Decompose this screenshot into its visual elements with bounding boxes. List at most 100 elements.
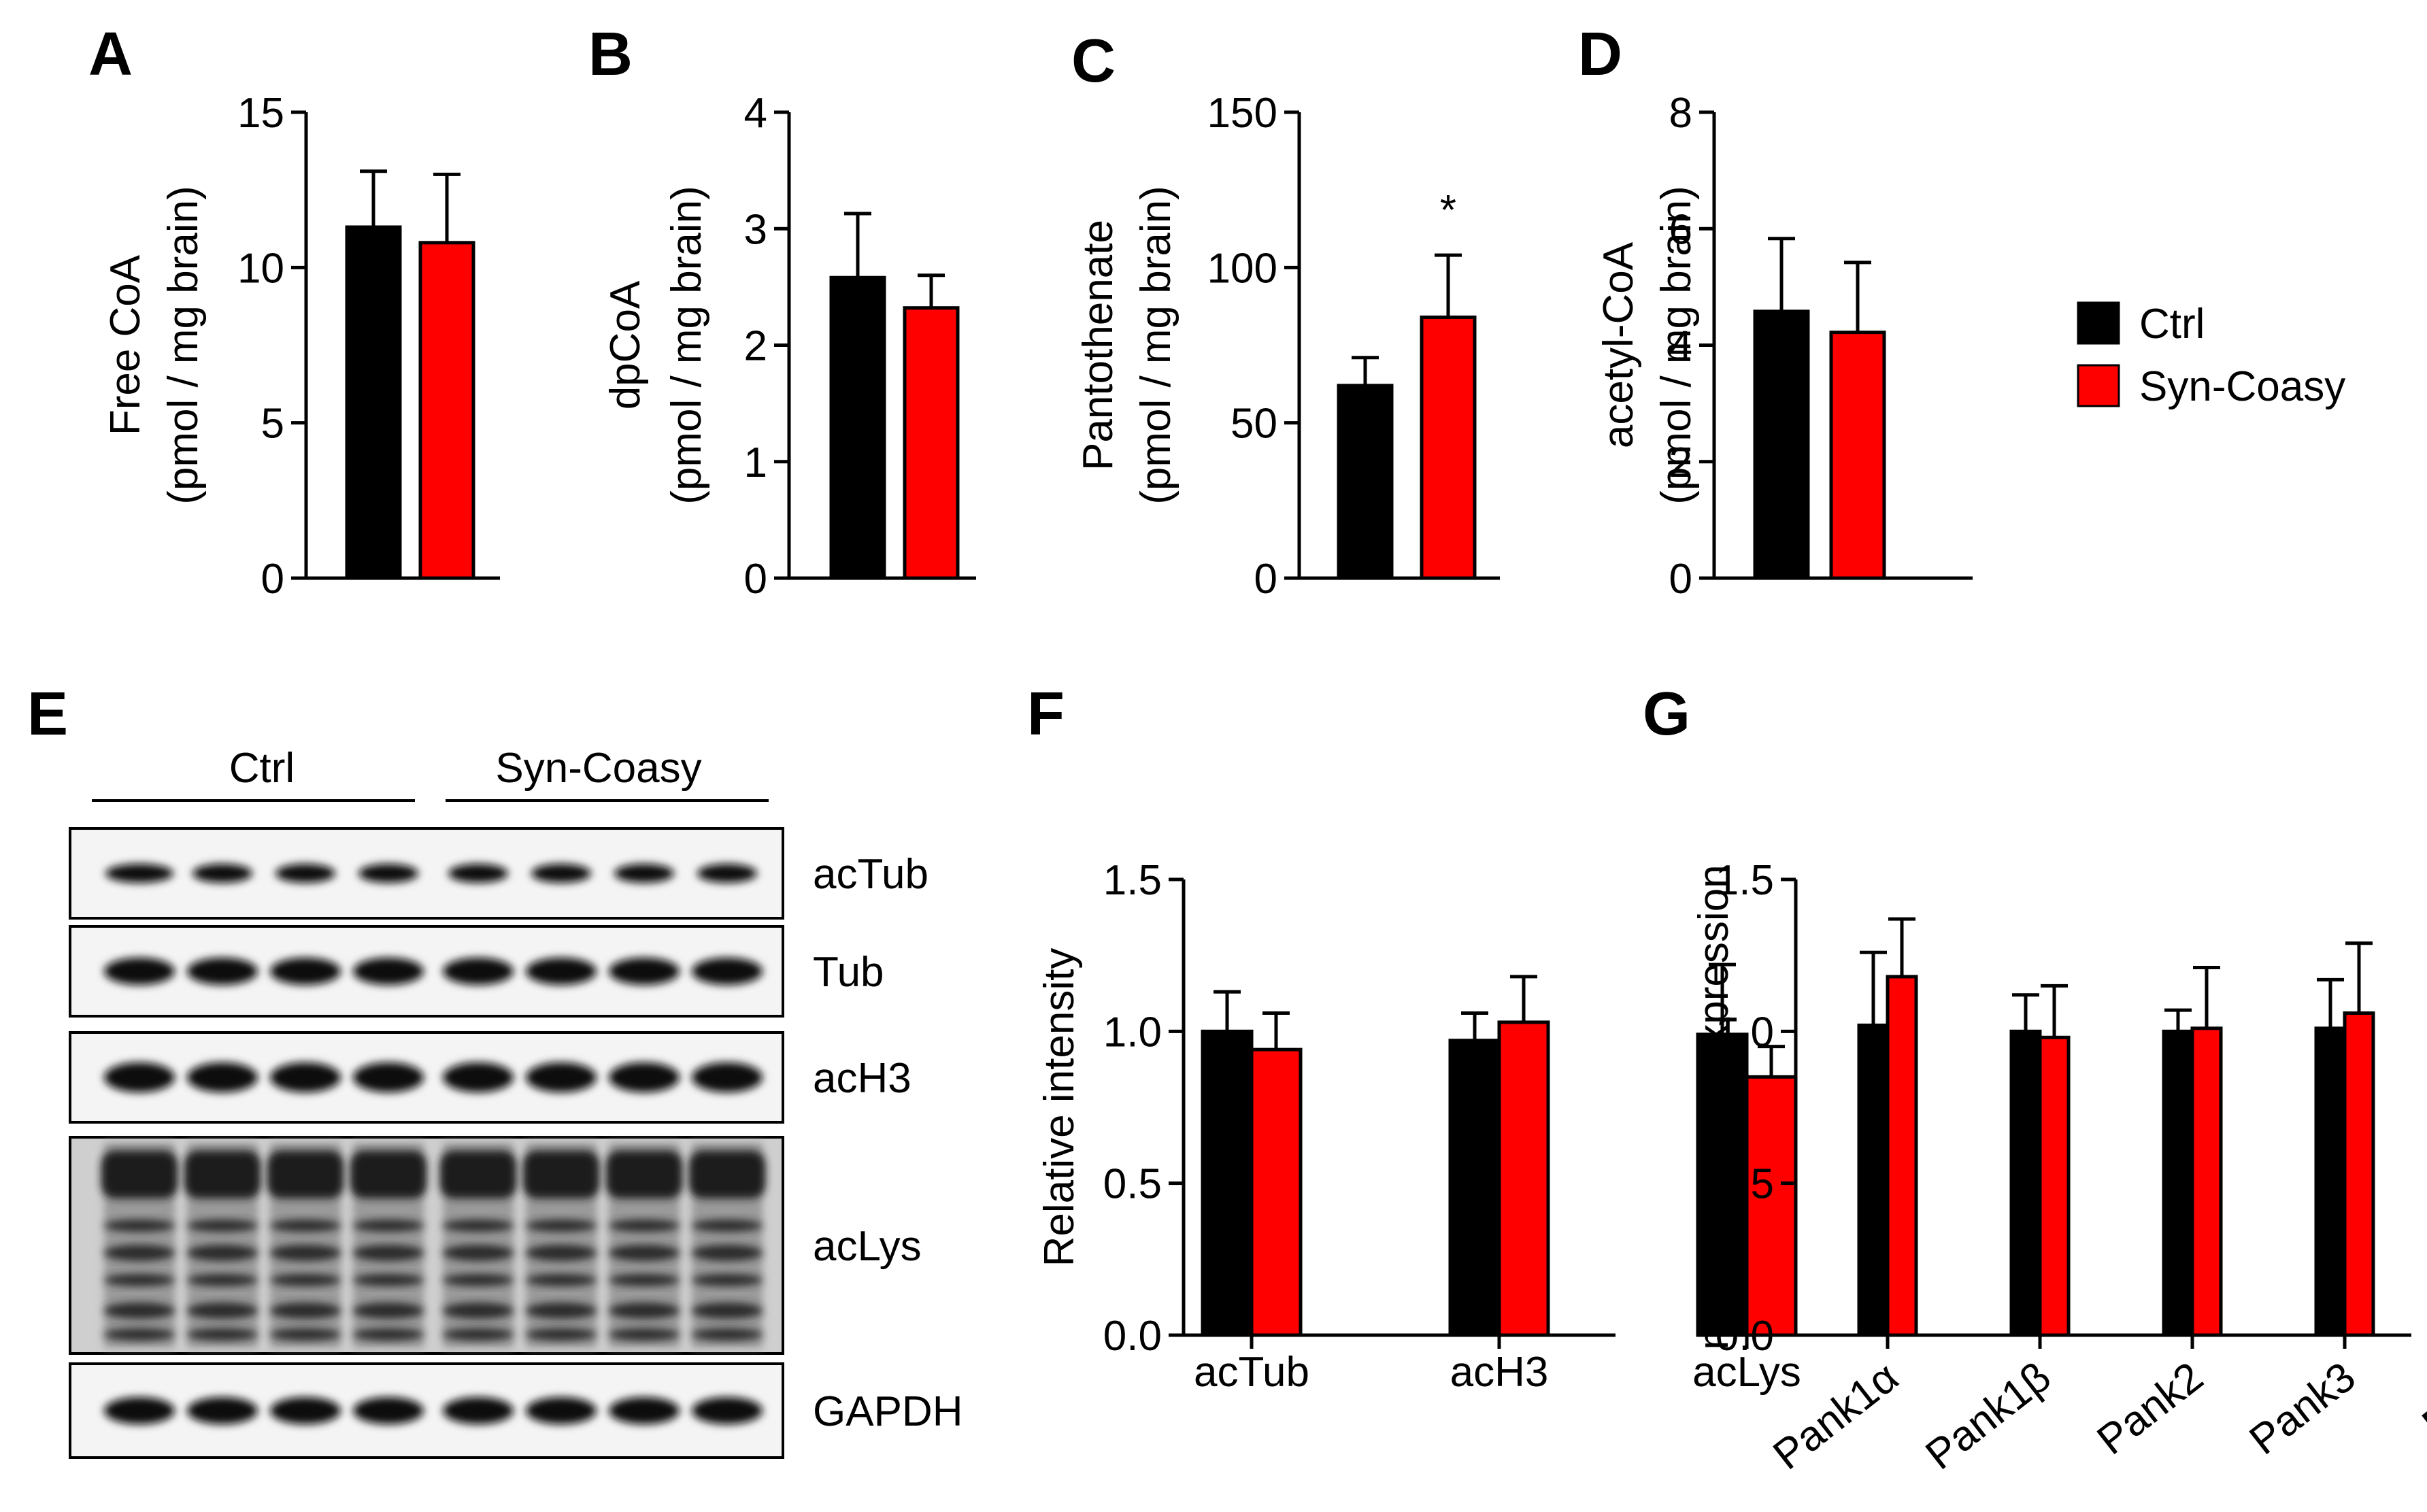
y-axis-label: Free CoA <box>102 254 149 435</box>
blot-group-label-ctrl: Ctrl <box>229 745 295 792</box>
legend-swatch-syn-coasy <box>2077 364 2120 407</box>
blot-row-label: acLys <box>813 1223 922 1270</box>
blot-band <box>104 1220 175 1232</box>
y-tick-label: 1.0 <box>1103 1009 1162 1056</box>
blot-row-actub: acTub <box>69 827 928 920</box>
bar-ctrl <box>1753 309 1810 580</box>
bar-ctrl <box>829 275 886 580</box>
chart-pantothenate: 0 50 100 150 Pantothenate (pmol / mg brain) * <box>1075 90 1500 603</box>
chart-acetyl-coa: 0 2 4 6 8 acetyl-CoA (pmol / mg brain) <box>1595 90 1973 603</box>
blot-band <box>526 1245 597 1261</box>
blot-band <box>187 1245 258 1261</box>
blot-band <box>104 1062 175 1092</box>
blot-band <box>353 1062 424 1092</box>
x-tick-label: acH3 <box>1450 1349 1549 1396</box>
bar-syn-coasy <box>1420 315 1477 580</box>
y-axis-label: dpCoA <box>602 280 649 409</box>
blot-band <box>270 1328 341 1341</box>
blot-band <box>105 864 173 883</box>
blot-band <box>187 1328 258 1341</box>
y-tick-label: 2 <box>744 323 767 370</box>
blot-band <box>358 864 418 883</box>
legend: Ctrl Syn-Coasy <box>2077 301 2345 410</box>
y-axis-label: (pmol / mg brain) <box>1133 186 1179 505</box>
blot-band <box>526 1328 597 1341</box>
y-tick-label: 150 <box>1207 90 1277 137</box>
blot-band <box>609 1303 680 1319</box>
blot-band <box>187 1274 258 1286</box>
blot-band <box>609 1245 680 1261</box>
y-axis-label: (pmol / mg brain) <box>663 186 710 505</box>
bar-syn-coasy-pank1 <box>2038 1035 2071 1337</box>
blot-band <box>692 1328 763 1341</box>
chart-dpcoa: 0 1 2 3 4 dpCoA (pmol / mg brain) <box>602 90 976 603</box>
blot-band <box>184 1151 261 1198</box>
blot-band <box>526 1303 597 1319</box>
panel-label-d: D <box>1578 20 1622 88</box>
bar-syn-coasy-pank3 <box>2343 1011 2375 1337</box>
blot-band <box>353 1303 424 1319</box>
blot-frame <box>69 827 784 920</box>
blot-band <box>270 1303 341 1319</box>
blot-band <box>275 864 335 883</box>
blot-band <box>609 958 680 985</box>
blot-band <box>523 1151 599 1198</box>
chart-free-coa: 0 5 10 15 Free CoA (pmol / mg brain) <box>102 90 500 603</box>
x-tick-label: Pank2 <box>2089 1354 2212 1464</box>
blot-band <box>443 1062 514 1092</box>
blot-row-aclys: acLys <box>69 1136 922 1355</box>
x-tick-label: acTub <box>1194 1349 1309 1396</box>
blot-band <box>443 1220 514 1232</box>
blot-band <box>353 1397 424 1424</box>
blot-band <box>692 1062 763 1092</box>
blot-band <box>270 1397 341 1424</box>
legend-label-syn-coasy: Syn-Coasy <box>2139 363 2345 410</box>
bar-ctrl-pank1 <box>1857 1023 1890 1337</box>
blot-band <box>443 1245 514 1261</box>
blot-band <box>689 1151 765 1198</box>
blot-band <box>443 1303 514 1319</box>
blot-band <box>526 1397 597 1424</box>
blot-row-label: acH3 <box>813 1055 911 1102</box>
panel-label-a: A <box>88 20 133 88</box>
significance-marker: * <box>1440 187 1456 234</box>
blot-row-tub: Tub <box>69 925 884 1018</box>
bar-ctrl-pank2 <box>2162 1029 2194 1337</box>
y-tick-label: 100 <box>1207 245 1277 292</box>
y-tick-label: 0 <box>1254 556 1277 603</box>
y-tick-label: 4 <box>744 90 767 137</box>
blot-band <box>526 958 597 985</box>
blot-row-label: Tub <box>813 949 884 996</box>
blot-band <box>187 958 258 985</box>
chart-relative-intensity: 0.0 0.5 1.0 1.5 Relative intensity acTub acH3 a… <box>1036 857 1801 1396</box>
x-tick-label: acLys <box>1692 1349 1801 1396</box>
y-tick-label: 3 <box>744 206 767 253</box>
y-tick-label: 15 <box>237 90 284 137</box>
blot-band <box>353 958 424 985</box>
y-tick-label: 0 <box>1669 556 1692 603</box>
bar-syn-coasy <box>903 306 960 580</box>
blot-band <box>526 1062 597 1092</box>
legend-label-ctrl: Ctrl <box>2139 301 2205 348</box>
panel-label-b: B <box>588 20 633 88</box>
blot-band <box>270 1062 341 1092</box>
blot-row-label: acTub <box>813 851 928 898</box>
blot-band <box>609 1062 680 1092</box>
blot-band <box>606 1151 682 1198</box>
y-tick-label: 50 <box>1231 401 1277 448</box>
blot-band <box>531 864 591 883</box>
blot-band <box>270 1220 341 1232</box>
y-tick-label: 5 <box>261 401 284 448</box>
blot-band <box>443 1328 514 1341</box>
y-axis-label: (pmol / mg brain) <box>160 186 207 505</box>
blot-band <box>526 1274 597 1286</box>
y-tick-label: 1.0 <box>1715 1009 1774 1056</box>
y-tick-label: 1.5 <box>1103 857 1162 904</box>
western-blot: Ctrl Syn-Coasy acTub Tub acH3 acLys GAPDH <box>69 745 963 1459</box>
panel-label-f: F <box>1027 680 1065 748</box>
bar-syn-coasy-actub <box>1250 1047 1303 1337</box>
blot-band <box>267 1151 344 1198</box>
blot-band <box>350 1151 426 1198</box>
blot-band <box>692 958 763 985</box>
